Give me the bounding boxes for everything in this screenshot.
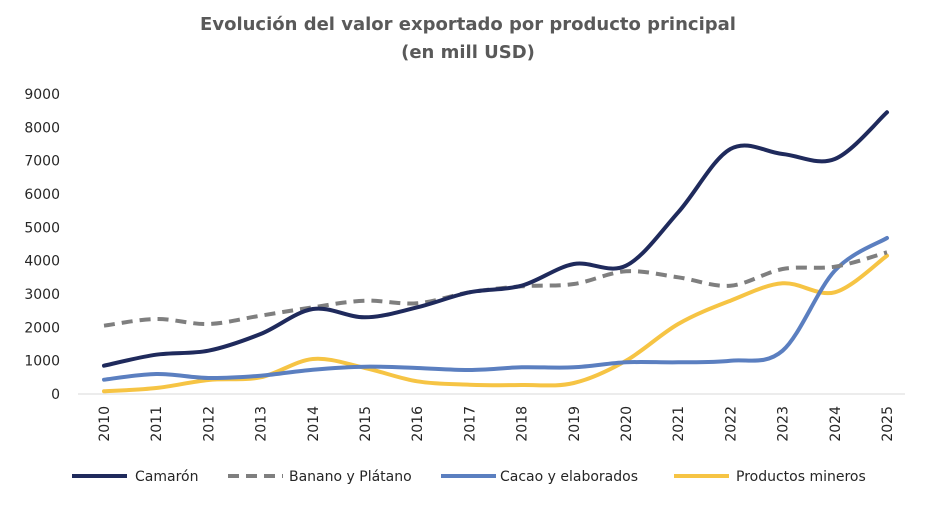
x-tick-label: 2019 — [567, 406, 583, 442]
y-tick-label: 2000 — [24, 320, 60, 336]
x-tick-label: 2025 — [880, 406, 896, 442]
x-tick-label: 2018 — [515, 406, 531, 442]
y-tick-label: 0 — [51, 387, 60, 403]
x-tick-label: 2024 — [828, 406, 844, 442]
x-tick-label: 2012 — [201, 406, 217, 442]
x-tick-label: 2013 — [254, 406, 270, 442]
x-tick-label: 2022 — [723, 406, 739, 442]
y-tick-label: 1000 — [24, 354, 60, 370]
series-line-0 — [102, 110, 889, 368]
series-lines — [102, 110, 889, 394]
x-tick-label: 2014 — [306, 406, 322, 442]
x-tick-label: 2017 — [462, 406, 478, 442]
axes: 0 1000 2000 3000 4000 5000 6000 7000 8000 9000 201… — [24, 87, 905, 442]
y-tick-label: 5000 — [24, 220, 60, 236]
chart-title: Evolución del valor exportado por produc… — [200, 14, 736, 35]
x-tick-label: 2023 — [776, 406, 792, 442]
y-tick-label: 7000 — [24, 154, 60, 170]
legend-label-1: Banano y Plátano — [289, 469, 412, 485]
y-tick-label: 9000 — [24, 87, 60, 103]
x-tick-label: 2016 — [410, 406, 426, 442]
x-tick-label: 2015 — [358, 406, 374, 442]
y-tick-label: 4000 — [24, 254, 60, 270]
x-tick-label: 2010 — [97, 406, 113, 442]
chart-subtitle: (en mill USD) — [401, 42, 535, 63]
legend: Camarón Banano y Plátano Cacao y elaborado… — [72, 469, 866, 485]
series-line-1 — [103, 250, 888, 328]
x-tick-label: 2011 — [149, 406, 165, 442]
series-line-2 — [102, 236, 889, 382]
x-tick-label: 2020 — [619, 406, 635, 442]
legend-label-0: Camarón — [135, 469, 198, 485]
y-tick-label: 8000 — [24, 120, 60, 136]
y-tick-label: 6000 — [24, 187, 60, 203]
legend-label-3: Productos mineros — [736, 469, 866, 485]
x-tick-label: 2021 — [671, 406, 687, 442]
legend-label-2: Cacao y elaborados — [500, 469, 638, 485]
y-tick-label: 3000 — [24, 287, 60, 303]
